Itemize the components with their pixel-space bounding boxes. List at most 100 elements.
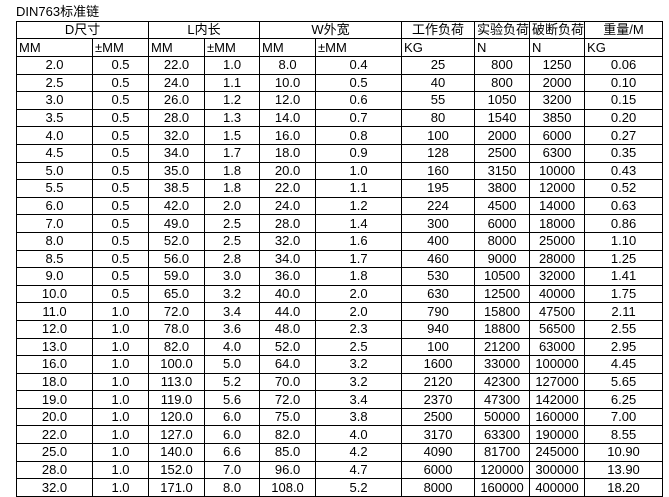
table-cell: 50000 (474, 407, 531, 427)
table-cell: 13.90 (584, 460, 664, 480)
table-cell: 2.55 (584, 319, 664, 339)
table-cell: 1.6 (315, 231, 403, 251)
table-cell: 160000 (474, 478, 531, 497)
table-cell: 152.0 (148, 460, 206, 480)
table-row: 13.0 1.0 82.0 4.0 52.0 2.5 100 21200 63000 2.95 (16, 337, 664, 357)
table-title: DIN763标准链 (16, 4, 100, 19)
table-cell: 34.0 (148, 143, 206, 163)
table-cell: 15800 (474, 302, 531, 321)
table-cell: 1.3 (204, 108, 261, 128)
table-cell: 0.15 (584, 91, 664, 110)
table-cell: 8.5 (16, 249, 93, 269)
table-cell: 47500 (529, 302, 586, 321)
table-cell: 127.0 (148, 425, 206, 445)
unit-cell: MM (148, 38, 206, 57)
table-cell: 25000 (529, 231, 586, 251)
table-cell: 1.8 (204, 179, 261, 198)
table-cell: 22.0 (148, 56, 206, 75)
table-cell: 6.0 (204, 407, 261, 427)
table-cell: 81700 (474, 443, 531, 462)
table-row: 19.0 1.0 119.0 5.6 72.0 3.4 2370 47300 142000 6.2… (16, 390, 664, 409)
table-cell: 18.0 (259, 143, 317, 163)
table-cell: 78.0 (148, 319, 206, 339)
table-cell: 3.0 (204, 267, 261, 286)
table-cell: 0.86 (584, 214, 664, 233)
table-cell: 25 (401, 56, 476, 75)
table-cell: 16.0 (16, 355, 93, 374)
table-cell: 18800 (474, 319, 531, 339)
table-cell: 0.63 (584, 196, 664, 216)
table-cell: 0.5 (91, 56, 150, 75)
table-cell: 33000 (474, 355, 531, 374)
unit-cell: MM (259, 38, 317, 57)
table-cell: 5.0 (204, 355, 261, 374)
table-cell: 1.25 (584, 249, 664, 269)
table-cell: 82.0 (148, 337, 206, 357)
table-cell: 20.0 (259, 161, 317, 181)
table-row: 16.0 1.0 100.0 5.0 64.0 3.2 1600 33000 100000 4.4… (16, 355, 664, 374)
table-cell: 1050 (474, 91, 531, 110)
table-cell: 8.0 (204, 478, 261, 497)
table-cell: 195 (401, 179, 476, 198)
table-cell: 1.7 (204, 143, 261, 163)
table-cell: 400 (401, 231, 476, 251)
table-cell: 16.0 (259, 126, 317, 145)
table-cell: 3.5 (16, 108, 93, 128)
table-cell: 10500 (474, 267, 531, 286)
table-cell: 1.0 (91, 460, 150, 480)
table-cell: 119.0 (148, 390, 206, 409)
table-cell: 12.0 (16, 319, 93, 339)
table-cell: 47300 (474, 390, 531, 409)
table-cell: 6.25 (584, 390, 664, 409)
table-cell: 32000 (529, 267, 586, 286)
table-cell: 3.8 (315, 407, 403, 427)
table-cell: 63300 (474, 425, 531, 445)
table-cell: 44.0 (259, 302, 317, 321)
table-cell: 1250 (529, 56, 586, 75)
table-cell: 3200 (529, 91, 586, 110)
table-cell: 10.90 (584, 443, 664, 462)
table-row: 6.0 0.5 42.0 2.0 24.0 1.2 224 4500 14000 0.63 (16, 196, 664, 216)
table-cell: 1.2 (204, 91, 261, 110)
table-cell: 6300 (529, 143, 586, 163)
table-cell: 3.2 (204, 284, 261, 304)
table-cell: 3.0 (16, 91, 93, 110)
table-cell: 8.0 (16, 231, 93, 251)
unit-cell: N (529, 38, 586, 57)
table-cell: 0.5 (91, 249, 150, 269)
table-cell: 1600 (401, 355, 476, 374)
table-cell: 1.0 (315, 161, 403, 181)
table-cell: 5.0 (16, 161, 93, 181)
table-cell: 2.11 (584, 302, 664, 321)
table-cell: 6.6 (204, 443, 261, 462)
table-cell: 300000 (529, 460, 586, 480)
table-cell: 14000 (529, 196, 586, 216)
table-cell: 100.0 (148, 355, 206, 374)
table-cell: 18.0 (16, 372, 93, 392)
table-cell: 120000 (474, 460, 531, 480)
table-row: 7.0 0.5 49.0 2.5 28.0 1.4 300 6000 18000 0.86 (16, 214, 664, 233)
table-cell: 2500 (474, 143, 531, 163)
table-cell: 3.2 (315, 355, 403, 374)
table-row: 5.5 0.5 38.5 1.8 22.0 1.1 195 3800 12000 0.52 (16, 179, 664, 198)
table-cell: 0.5 (91, 214, 150, 233)
table-cell: 7.0 (204, 460, 261, 480)
table-cell: 460 (401, 249, 476, 269)
table-cell: 0.5 (91, 143, 150, 163)
table-cell: 28.0 (259, 214, 317, 233)
table-cell: 4090 (401, 443, 476, 462)
table-cell: 9.0 (16, 267, 93, 286)
table-cell: 113.0 (148, 372, 206, 392)
unit-cell: KG (584, 38, 664, 57)
table-cell: 0.5 (91, 284, 150, 304)
table-cell: 55 (401, 91, 476, 110)
table-cell: 0.9 (315, 143, 403, 163)
table-cell: 940 (401, 319, 476, 339)
table-cell: 1.0 (91, 372, 150, 392)
din763-chain-table: D尺寸 L内长 W外宽 工作负荷 实验负荷 破断负荷 重量/M MM ±MM MM ±… (15, 21, 664, 497)
table-row: 12.0 1.0 78.0 3.6 48.0 2.3 940 18800 56500 2.55 (16, 319, 664, 339)
table-cell: 24.0 (259, 196, 317, 216)
table-cell: 1.0 (91, 390, 150, 409)
table-cell: 1.41 (584, 267, 664, 286)
table-cell: 1.7 (315, 249, 403, 269)
